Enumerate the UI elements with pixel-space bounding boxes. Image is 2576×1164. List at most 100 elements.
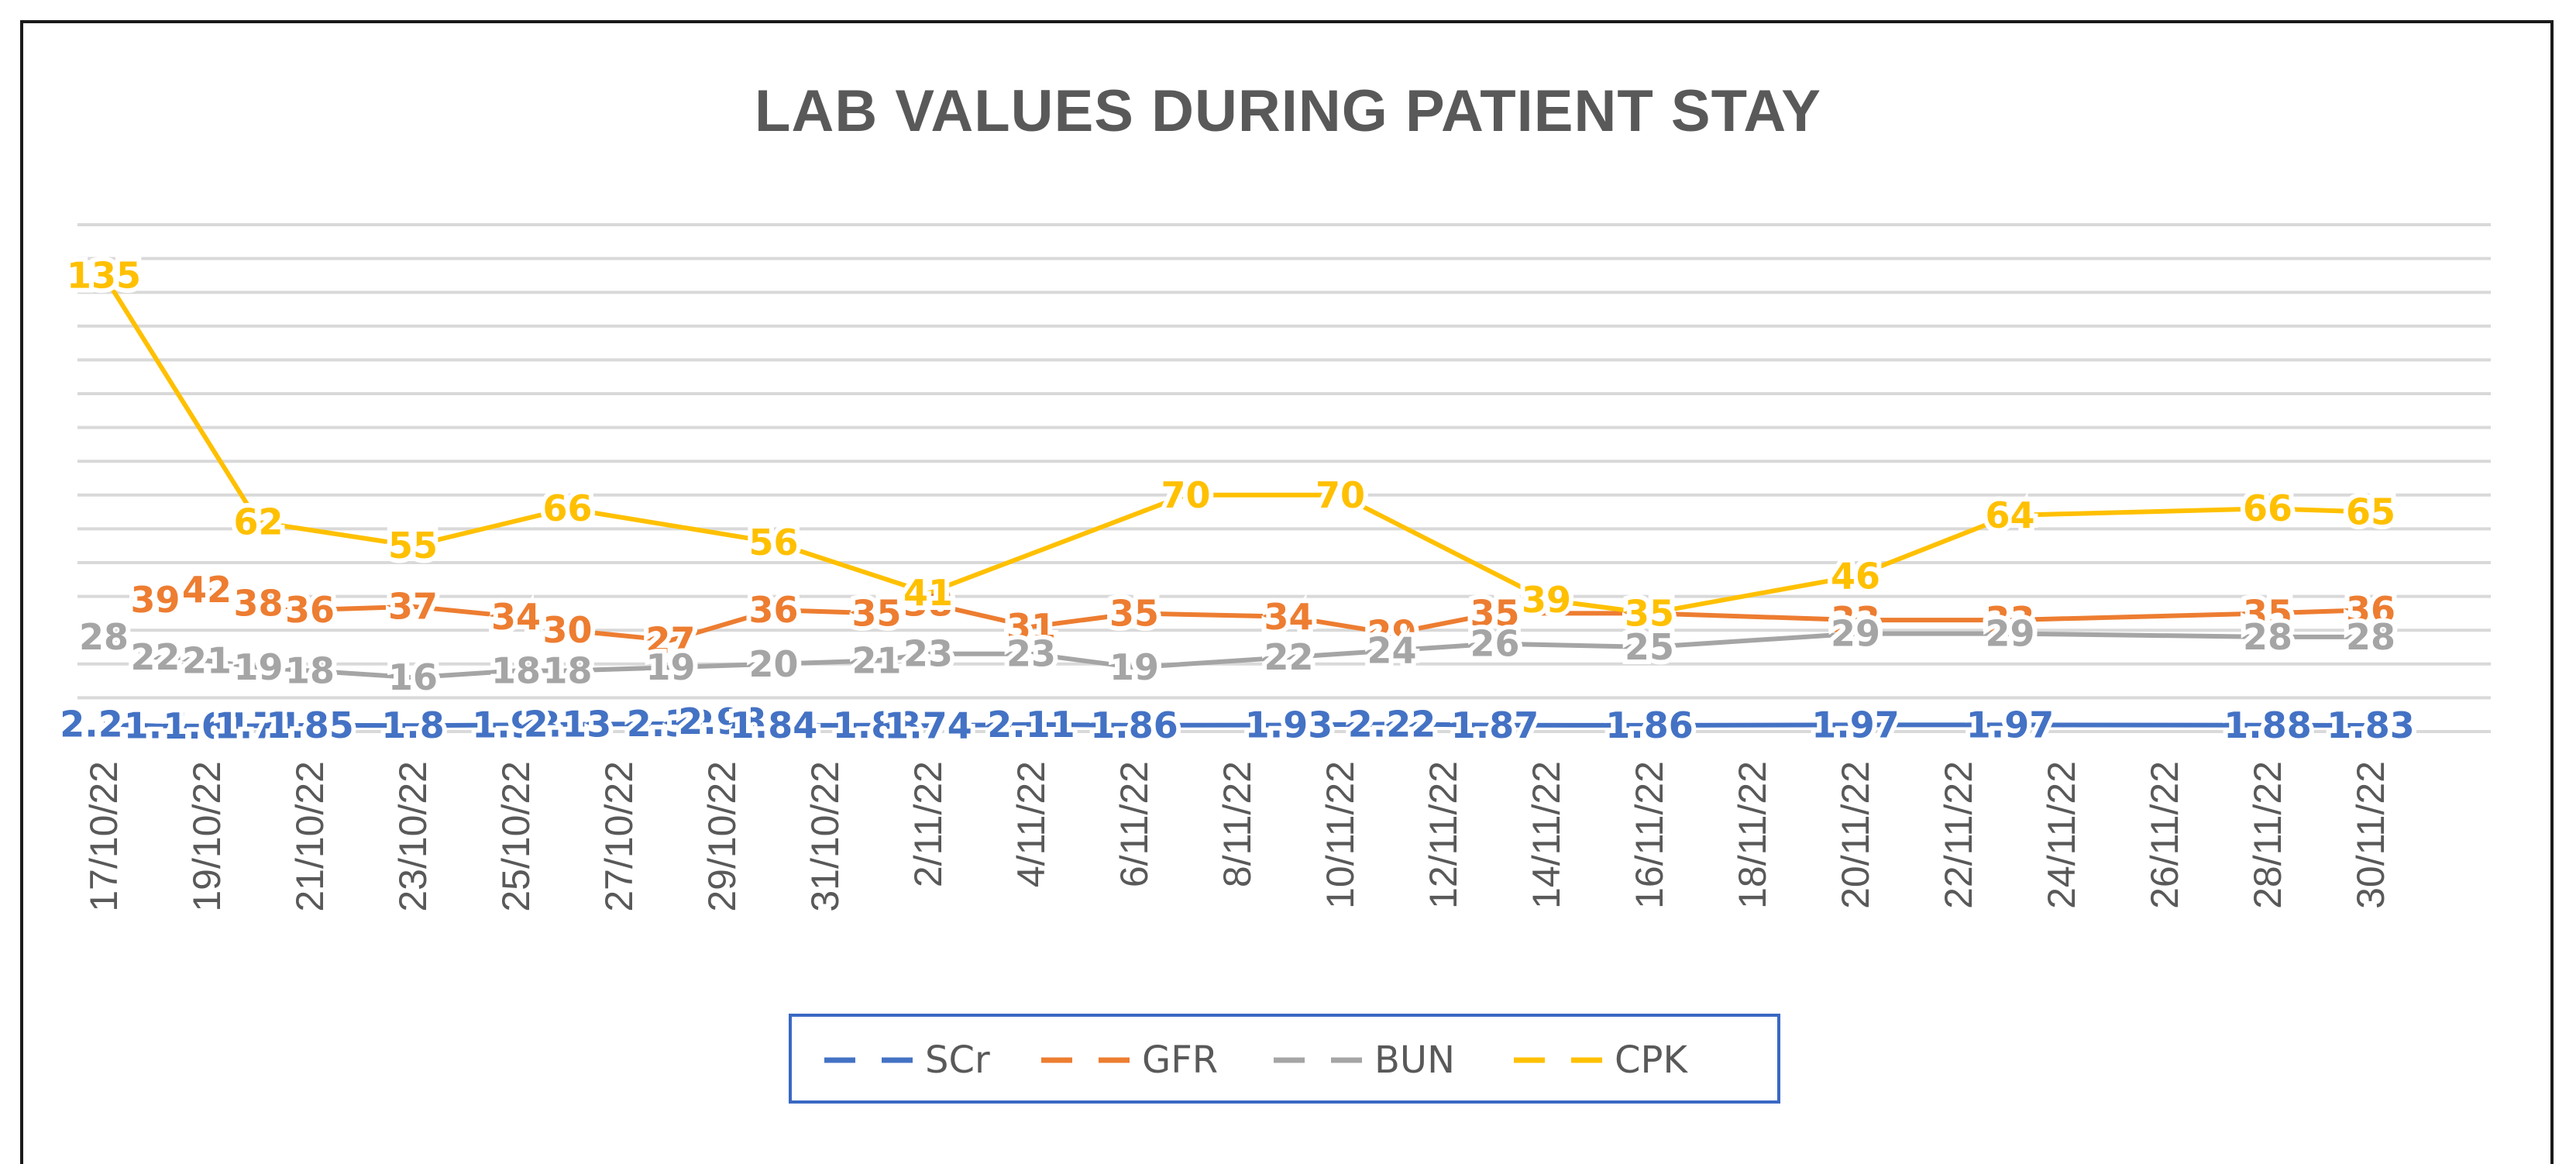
data-label: 56 — [748, 522, 798, 563]
x-tick-label: 29/10/22 — [700, 761, 744, 912]
data-label: 66 — [2243, 487, 2292, 529]
data-label: 36 — [2346, 589, 2395, 631]
data-label: 29 — [1985, 613, 2034, 655]
series-line — [102, 631, 2371, 680]
data-label: 41 — [903, 572, 953, 614]
data-label: 64 — [1985, 494, 2034, 536]
series-bun: 28 22 21 19 18 16 18 18 19 20 21 23 23 19 22 24 26 25 29 29… — [74, 608, 2400, 704]
data-label: 1.74 — [884, 704, 972, 746]
data-label: 66 — [542, 487, 592, 529]
series-line — [103, 719, 2371, 728]
data-label: 70 — [1161, 474, 1210, 516]
data-label: 1.88 — [833, 704, 921, 746]
x-tick-label: 19/10/22 — [185, 761, 229, 912]
data-label: 28 — [2243, 616, 2292, 658]
data-label: 55 — [388, 525, 438, 567]
chart-frame — [20, 20, 2554, 1164]
legend-item-cpk: CPK — [1509, 1037, 1687, 1083]
data-label: 34 — [491, 596, 541, 638]
data-label: 1.97 — [1811, 704, 1900, 746]
data-label: 1.86 — [1605, 704, 1694, 746]
x-tick-label: 8/11/22 — [1216, 761, 1259, 887]
data-label: 1.71 — [215, 705, 303, 747]
data-label: 25 — [1625, 626, 1674, 668]
legend-item-gfr: GFR — [1037, 1037, 1218, 1083]
data-label: 38 — [233, 582, 283, 624]
x-tick-label: 23/10/22 — [391, 761, 435, 912]
data-label: 19 — [1109, 646, 1159, 688]
data-label: 26 — [1470, 623, 1519, 665]
data-label: 1.93 — [1245, 704, 1333, 746]
legend-item-scr: SCr — [820, 1037, 990, 1083]
data-label: 21 — [851, 639, 901, 681]
data-label: 35 — [2243, 592, 2292, 634]
x-tick-label: 10/11/22 — [1319, 761, 1362, 909]
x-tick-label: 14/11/22 — [1525, 761, 1568, 909]
data-label: 1.8 — [381, 704, 445, 746]
data-label: 135 — [67, 254, 141, 296]
data-label: 35 — [1109, 592, 1159, 634]
data-label: 36 — [748, 589, 798, 631]
data-label: 35 — [1470, 592, 1519, 634]
data-label: 1.97 — [1966, 704, 2055, 746]
x-tick-label: 30/11/22 — [2349, 761, 2392, 909]
x-tick-label: 12/11/22 — [1422, 761, 1465, 909]
data-label: 1.87 — [1451, 704, 1539, 746]
data-label: 1.7 — [124, 705, 187, 747]
data-label: 36 — [285, 589, 335, 631]
series-scr: 2.211.71.611.711.85 1.8 1.982.13 2.322.981.… — [55, 696, 2420, 752]
data-label: 1.85 — [266, 704, 354, 746]
gridlines — [77, 223, 2491, 733]
data-label: 39 — [130, 579, 180, 621]
series-line — [101, 274, 2371, 616]
x-tick-label: 18/11/22 — [1731, 761, 1774, 909]
legend: SCr GFR BUN CPK — [789, 1014, 1780, 1104]
legend-swatch — [824, 1057, 914, 1063]
data-label: 28 — [79, 616, 129, 658]
data-label: 28 — [2346, 616, 2395, 658]
data-label: 2.21 — [60, 703, 148, 745]
data-label: 46 — [1831, 555, 1880, 597]
data-label: 1.88 — [2223, 704, 2312, 746]
data-label: 2.32 — [627, 703, 715, 745]
legend-swatch — [1514, 1057, 1604, 1063]
data-label: 39 — [1522, 579, 1571, 621]
data-label: 1.98 — [472, 704, 560, 746]
x-tick-label: 27/10/22 — [597, 761, 641, 912]
data-label: 2.13 — [524, 704, 612, 746]
data-label: 2.98 — [678, 701, 766, 742]
data-label: 19 — [645, 646, 695, 688]
data-label: 42 — [182, 569, 232, 611]
x-tick-label: 25/10/22 — [494, 761, 538, 912]
data-label: 35 — [851, 592, 901, 634]
legend-label: GFR — [1142, 1038, 1219, 1082]
data-label: 18 — [285, 650, 335, 692]
x-tick-label: 20/11/22 — [1834, 761, 1877, 909]
x-tick-label: 31/10/22 — [803, 761, 847, 912]
x-tick-label: 6/11/22 — [1113, 761, 1156, 887]
data-label: 27 — [645, 619, 695, 661]
data-label: 35 — [1625, 592, 1674, 634]
data-label: 1.61 — [163, 705, 251, 747]
data-label: 18 — [542, 650, 592, 692]
data-label: 70 — [1316, 474, 1365, 516]
legend-item-bun: BUN — [1269, 1037, 1455, 1083]
series-line — [154, 587, 2371, 643]
x-tick-label: 2/11/22 — [906, 761, 950, 887]
x-tick-label: 26/11/22 — [2143, 761, 2186, 909]
data-label: 20 — [748, 643, 798, 685]
legend-label: CPK — [1615, 1038, 1687, 1082]
data-label: 2.11 — [987, 704, 1075, 746]
data-label: 65 — [2346, 491, 2395, 533]
data-label: 22 — [1264, 636, 1313, 678]
chart-title: LAB VALUES DURING PATIENT STAY — [755, 78, 1821, 144]
data-label: 1.86 — [1090, 704, 1178, 746]
legend-swatch — [1274, 1057, 1364, 1063]
data-label: 34 — [1264, 596, 1313, 638]
data-label: 1.83 — [2327, 704, 2415, 746]
x-tick-label: 28/11/22 — [2246, 761, 2289, 909]
x-tick-label: 4/11/22 — [1009, 761, 1053, 887]
data-label: 1.84 — [730, 704, 818, 746]
